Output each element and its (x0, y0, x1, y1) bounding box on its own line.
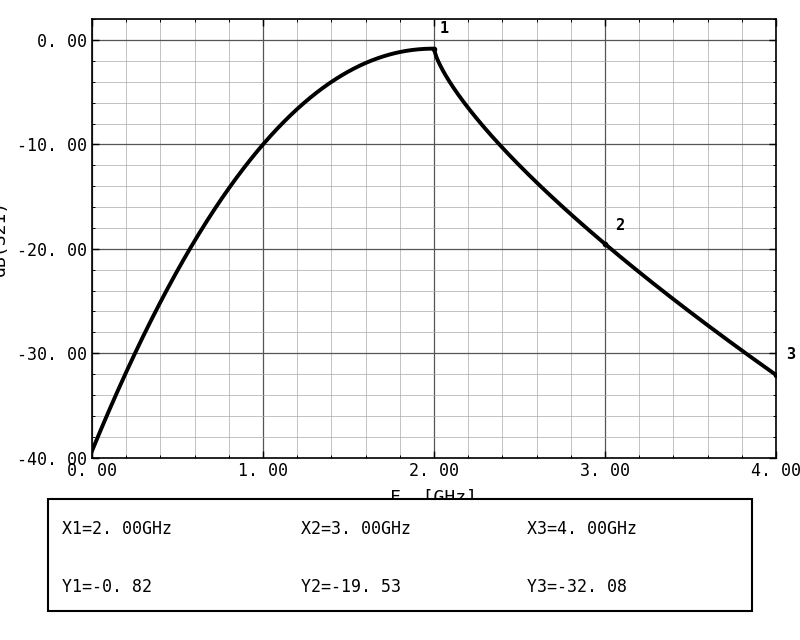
Text: 2: 2 (615, 218, 624, 234)
Text: X1=2. 00GHz: X1=2. 00GHz (62, 520, 172, 538)
Text: Y1=-0. 82: Y1=-0. 82 (62, 577, 152, 596)
Text: 1: 1 (439, 21, 448, 36)
X-axis label: F  [GHz]: F [GHz] (390, 489, 478, 507)
Text: Y3=-32. 08: Y3=-32. 08 (526, 577, 626, 596)
Text: Y2=-19. 53: Y2=-19. 53 (302, 577, 402, 596)
Text: X2=3. 00GHz: X2=3. 00GHz (302, 520, 411, 538)
Text: 3: 3 (786, 348, 795, 362)
Text: X3=4. 00GHz: X3=4. 00GHz (526, 520, 637, 538)
Y-axis label: dB(S21): dB(S21) (0, 200, 9, 276)
